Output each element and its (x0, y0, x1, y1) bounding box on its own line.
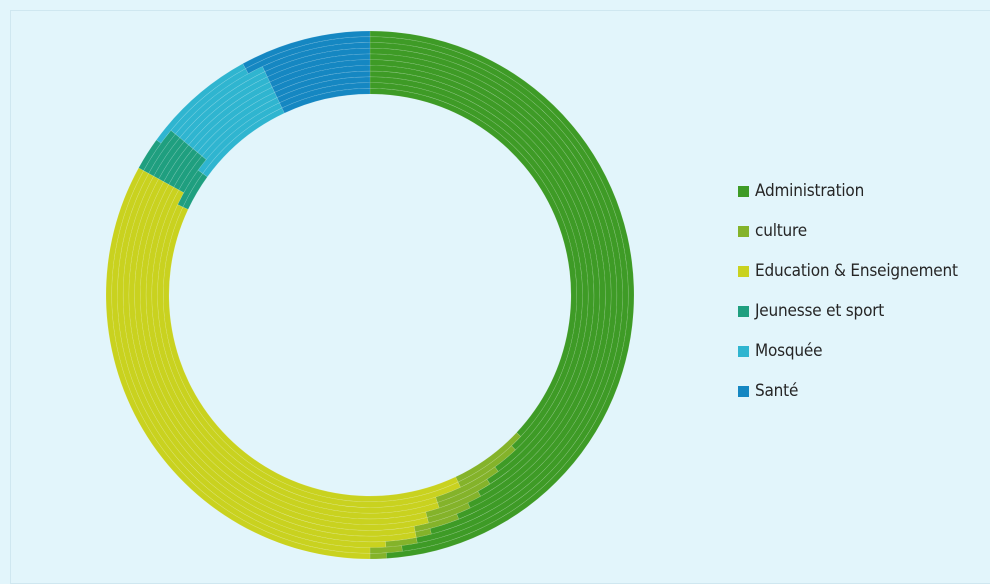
legend-swatch (738, 306, 749, 317)
legend-label: Mosquée (755, 341, 823, 361)
legend-swatch (738, 386, 749, 397)
ring-1 (105, 30, 635, 560)
legend-swatch (738, 186, 749, 197)
ring-6 (134, 59, 606, 531)
legend-label: Jeunesse et sport (755, 301, 885, 321)
legend: Administration culture Education & Enseign… (738, 181, 958, 421)
legend-label: culture (755, 221, 807, 241)
legend-label: Education & Enseignement (755, 261, 958, 281)
legend-item-jeunesse-et-sport[interactable]: Jeunesse et sport (738, 301, 958, 341)
ring-9 (151, 76, 589, 514)
legend-item-sant-[interactable]: Santé (738, 381, 958, 421)
slice-ring11-administration[interactable] (369, 87, 577, 437)
slice-ring11-mosqu-e[interactable] (202, 107, 285, 178)
slice-ring1-culture[interactable] (369, 552, 387, 560)
legend-swatch (738, 346, 749, 357)
ring-2 (111, 36, 629, 554)
ring-4 (122, 47, 618, 543)
slice-ring11-culture[interactable] (455, 432, 522, 483)
legend-label: Administration (755, 181, 865, 201)
ring-11 (163, 87, 577, 502)
ring-10 (157, 82, 583, 508)
ring-7 (140, 65, 600, 525)
legend-swatch (738, 226, 749, 237)
ring-5 (128, 53, 612, 537)
slice-ring11-jeunesse-et-sport[interactable] (182, 173, 208, 210)
slice-ring11-sant-[interactable] (281, 87, 371, 114)
ring-8 (145, 70, 595, 520)
legend-item-education-enseignement[interactable]: Education & Enseignement (738, 261, 958, 301)
legend-swatch (738, 266, 749, 277)
slice-ring10-administration[interactable] (369, 82, 583, 451)
legend-item-culture[interactable]: culture (738, 221, 958, 261)
legend-label: Santé (755, 381, 799, 401)
legend-item-mosqu-e[interactable]: Mosquée (738, 341, 958, 381)
ring-3 (117, 42, 623, 548)
legend-item-administration[interactable]: Administration (738, 181, 958, 221)
